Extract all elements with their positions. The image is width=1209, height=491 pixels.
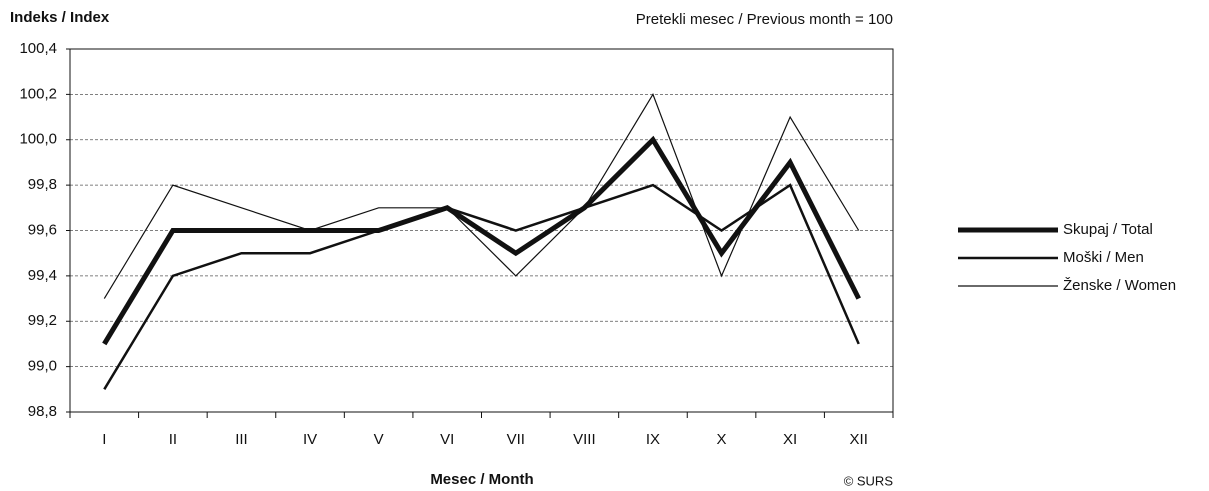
x-tick-label: IV xyxy=(303,431,317,448)
y-tick-label: 99,2 xyxy=(28,312,57,329)
x-tick-label: VII xyxy=(507,431,525,448)
y-tick-label: 99,8 xyxy=(28,176,57,193)
series-line xyxy=(103,183,860,390)
x-tick-label: VIII xyxy=(573,431,596,448)
y-tick-label: 100,2 xyxy=(19,85,57,102)
y-tick-label: 100,4 xyxy=(19,40,57,57)
x-tick-label: VI xyxy=(440,431,454,448)
x-tick-label: II xyxy=(169,431,177,448)
chart-title: Indeks / Index xyxy=(10,9,110,26)
y-tick-label: 99,4 xyxy=(28,267,57,284)
x-tick-label: IX xyxy=(646,431,660,448)
legend-label: Moški / Men xyxy=(1063,249,1144,266)
x-tick-label: I xyxy=(102,431,106,448)
legend-label: Ženske / Women xyxy=(1063,277,1176,294)
x-tick-label: V xyxy=(374,431,384,448)
x-axis-label: Mesec / Month xyxy=(430,471,533,488)
legend-label: Skupaj / Total xyxy=(1063,221,1153,238)
y-tick-label: 100,0 xyxy=(19,131,57,148)
x-tick-label: X xyxy=(717,431,727,448)
x-tick-label: III xyxy=(235,431,248,448)
y-tick-label: 99,6 xyxy=(28,221,57,238)
x-tick-label: XI xyxy=(783,431,797,448)
series-line xyxy=(102,135,861,346)
y-tick-label: 98,8 xyxy=(28,403,57,420)
source: © SURS xyxy=(844,473,894,488)
chart-subtitle: Pretekli mesec / Previous month = 100 xyxy=(636,11,893,28)
x-tick-label: XII xyxy=(850,431,868,448)
y-tick-label: 99,0 xyxy=(28,358,57,375)
series-line xyxy=(103,93,860,299)
